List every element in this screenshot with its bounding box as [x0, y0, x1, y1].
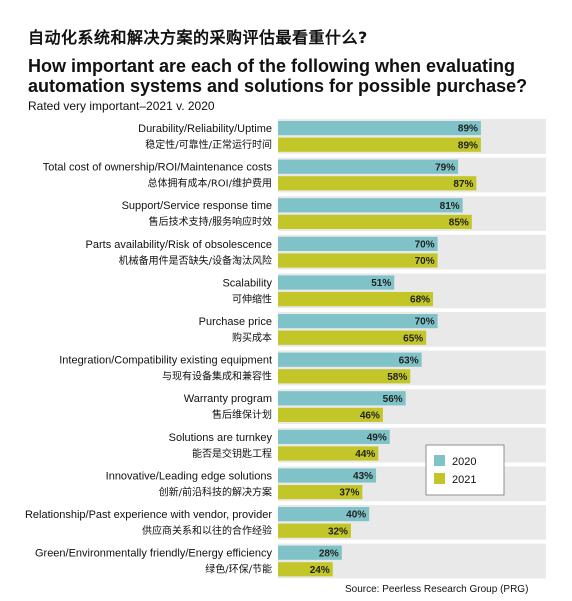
legend-swatch-2020: [434, 455, 445, 466]
bar-2020-warranty-program: [278, 391, 406, 406]
category-label-cn-total-cost-of-ownership-roi-maintenance-costs: 总体拥有成本/ROI/维护费用: [147, 177, 272, 190]
category-label-parts-availability-risk-of-obsolescence: Parts availability/Risk of obsolescence: [86, 239, 272, 251]
category-label-cn-parts-availability-risk-of-obsolescence: 机械备用件是否缺失/设备淘汰风险: [119, 254, 272, 267]
bar-2021-warranty-program: [278, 407, 383, 422]
data-label-2021-relationship-past-experience-with-vendor-provider: 32%: [328, 526, 348, 537]
bar-2020-parts-availability-risk-of-obsolescence: [278, 236, 438, 251]
bar-2021-support-service-response-time: [278, 214, 472, 229]
bar-2020-total-cost-of-ownership-roi-maintenance-costs: [278, 159, 459, 174]
data-label-2021-purchase-price: 65%: [403, 333, 423, 344]
category-label-relationship-past-experience-with-vendor-provider: Relationship/Past experience with vendor…: [25, 509, 272, 521]
bar-2021-durability-reliability-uptime: [278, 137, 481, 152]
data-label-2021-warranty-program: 46%: [360, 411, 380, 422]
data-label-2020-purchase-price: 70%: [415, 317, 435, 328]
data-label-2021-durability-reliability-uptime: 89%: [458, 140, 478, 151]
category-label-cn-relationship-past-experience-with-vendor-provider: 供应商关系和以往的合作经验: [142, 524, 272, 537]
legend-label-2021: 2021: [452, 474, 476, 486]
bar-2021-innovative-leading-edge-solutions: [278, 485, 363, 500]
category-label-cn-scalability: 可伸缩性: [232, 292, 272, 305]
category-label-green-environmentally-friendly-energy-efficiency: Green/Environmentally friendly/Energy ef…: [35, 548, 273, 560]
bar-2020-integration-compatibility-existing-equipment: [278, 352, 422, 367]
source-note: Source: Peerless Research Group (PRG): [345, 584, 529, 595]
bar-2021-total-cost-of-ownership-roi-maintenance-costs: [278, 176, 477, 191]
data-label-2021-support-service-response-time: 85%: [449, 218, 469, 229]
data-label-2020-solutions-are-turnkey: 49%: [367, 433, 387, 444]
chart-subtitle: Rated very important–2021 v. 2020: [28, 99, 215, 113]
bar-2020-relationship-past-experience-with-vendor-provider: [278, 507, 370, 522]
category-label-support-service-response-time: Support/Service response time: [122, 200, 272, 212]
bar-2020-durability-reliability-uptime: [278, 121, 481, 136]
category-label-cn-solutions-are-turnkey: 能否是交钥匙工程: [192, 447, 272, 460]
chart-title-chinese: 自动化系统和解决方案的采购评估最看重什么?: [28, 28, 368, 47]
bar-2020-solutions-are-turnkey: [278, 429, 390, 444]
bar-2021-solutions-are-turnkey: [278, 446, 379, 461]
data-label-2020-innovative-leading-edge-solutions: 43%: [353, 471, 373, 482]
legend-box: [425, 444, 505, 496]
category-label-cn-purchase-price: 购买成本: [232, 331, 272, 344]
bar-2020-purchase-price: [278, 314, 438, 329]
bar-2021-green-environmentally-friendly-energy-efficiency: [278, 562, 333, 577]
bar-2021-relationship-past-experience-with-vendor-provider: [278, 523, 351, 538]
category-label-warranty-program: Warranty program: [184, 393, 272, 405]
data-label-2020-parts-availability-risk-of-obsolescence: 70%: [415, 240, 435, 251]
category-label-scalability: Scalability: [222, 277, 272, 289]
category-label-integration-compatibility-existing-equipment: Integration/Compatibility existing equip…: [59, 355, 272, 367]
bar-2021-purchase-price: [278, 330, 427, 345]
data-label-2021-total-cost-of-ownership-roi-maintenance-costs: 87%: [453, 179, 473, 190]
category-label-solutions-are-turnkey: Solutions are turnkey: [169, 432, 273, 444]
data-label-2020-support-service-response-time: 81%: [440, 201, 460, 212]
category-label-total-cost-of-ownership-roi-maintenance-costs: Total cost of ownership/ROI/Maintenance …: [43, 162, 273, 174]
data-label-2020-relationship-past-experience-with-vendor-provider: 40%: [346, 510, 366, 521]
data-label-2021-scalability: 68%: [410, 295, 430, 306]
category-label-purchase-price: Purchase price: [199, 316, 272, 328]
category-label-innovative-leading-edge-solutions: Innovative/Leading edge solutions: [106, 470, 273, 482]
category-label-cn-support-service-response-time: 售后技术支持/服务响应时效: [149, 215, 272, 228]
category-label-cn-integration-compatibility-existing-equipment: 与现有设备集成和兼容性: [162, 370, 272, 383]
data-label-2020-total-cost-of-ownership-roi-maintenance-costs: 79%: [435, 162, 455, 173]
category-label-cn-innovative-leading-edge-solutions: 创新/前沿科技的解决方案: [159, 485, 272, 498]
bar-2021-parts-availability-risk-of-obsolescence: [278, 253, 438, 268]
bar-2021-integration-compatibility-existing-equipment: [278, 369, 411, 384]
data-label-2021-green-environmentally-friendly-energy-efficiency: 24%: [310, 565, 330, 576]
data-label-2020-integration-compatibility-existing-equipment: 63%: [399, 355, 419, 366]
category-label-cn-warranty-program: 售后维保计划: [212, 408, 272, 421]
data-label-2021-solutions-are-turnkey: 44%: [355, 449, 375, 460]
chart-title: How important are each of the following …: [28, 56, 528, 96]
category-label-cn-durability-reliability-uptime: 稳定性/可靠性/正常运行时间: [145, 138, 272, 151]
legend-swatch-2021: [434, 473, 445, 484]
category-label-durability-reliability-uptime: Durability/Reliability/Uptime: [138, 123, 272, 135]
bar-2020-innovative-leading-edge-solutions: [278, 468, 377, 483]
bar-2020-green-environmentally-friendly-energy-efficiency: [278, 545, 342, 560]
bar-2020-scalability: [278, 275, 395, 290]
data-label-2020-warranty-program: 56%: [383, 394, 403, 405]
category-label-cn-green-environmentally-friendly-energy-efficiency: 绿色/环保/节能: [205, 563, 272, 576]
legend-label-2020: 2020: [452, 456, 476, 468]
bar-2021-scalability: [278, 292, 434, 307]
data-label-2020-green-environmentally-friendly-energy-efficiency: 28%: [319, 548, 339, 559]
data-label-2021-parts-availability-risk-of-obsolescence: 70%: [415, 256, 435, 267]
data-label-2021-innovative-leading-edge-solutions: 37%: [339, 488, 359, 499]
data-label-2020-scalability: 51%: [371, 278, 391, 289]
data-label-2021-integration-compatibility-existing-equipment: 58%: [387, 372, 407, 383]
bar-2020-support-service-response-time: [278, 198, 463, 213]
data-label-2020-durability-reliability-uptime: 89%: [458, 124, 478, 135]
